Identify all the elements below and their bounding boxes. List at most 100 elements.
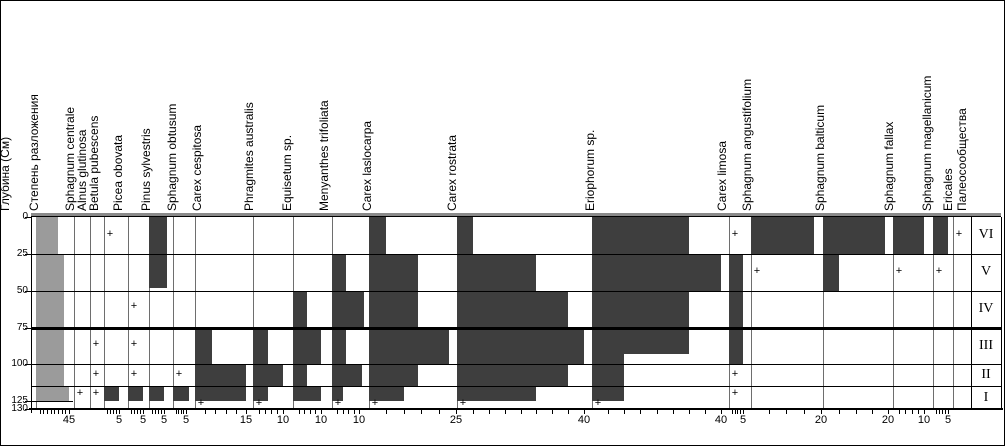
scale-tick-decomposition <box>47 410 48 414</box>
bar-menyanthes-trifoliata <box>332 327 346 365</box>
plus-mark-alnus-glutinosa: + <box>92 367 100 380</box>
bar-carex-lasiocarpa <box>369 327 449 365</box>
plot-right-line <box>1001 217 1002 408</box>
gridline-115cm <box>31 386 1001 388</box>
scale-tick-carex-limosa <box>737 410 739 414</box>
scale-tick-equisetum-sp <box>298 410 300 414</box>
bar-carex-lasiocarpa <box>369 253 418 328</box>
bar-menyanthes-trifoliata <box>332 386 343 402</box>
gridline-25cm <box>31 253 1001 255</box>
plus-mark-alnus-glutinosa: + <box>92 338 100 351</box>
depth-tick-25 <box>25 253 31 255</box>
scale-tick-phragmites-australis <box>283 410 284 414</box>
bar-phragmites-australis <box>253 364 283 387</box>
depth-tick-label-100: 100 <box>11 358 28 370</box>
scale-tick-eriophorum-sp <box>688 410 690 414</box>
scale-max-number-carex-lasiocarpa: 25 <box>449 414 463 426</box>
bar-equisetum-sp <box>293 364 307 387</box>
bar-pinus-sylvestris <box>149 217 167 288</box>
panel-axis-line-sphagnum-balticum <box>823 217 824 408</box>
plus-mark-menyanthes-trifoliata: + <box>334 397 342 410</box>
panel-axis-line-ericales <box>953 217 954 408</box>
bar-sphagnum-magellanicum <box>933 217 948 254</box>
scale-tick-sphagnum-obtusum <box>175 410 177 414</box>
depth-tick-label-130: 130 <box>11 402 28 414</box>
plus-mark-sphagnum-centrale: + <box>76 386 84 399</box>
scale-tick-carex-rostrata <box>504 410 506 414</box>
scale-tick-carex-lasiocarpa <box>403 410 405 414</box>
scale-tick-sphagnum-magellanicum <box>945 410 946 414</box>
scale-tick-eriophorum-sp <box>624 410 626 414</box>
bar-carex-rostrata <box>457 253 537 291</box>
scale-tick-phragmites-australis <box>259 410 260 414</box>
scale-tick-sphagnum-obtusum <box>186 410 187 414</box>
bar-sphagnum-fallax <box>893 217 924 254</box>
scale-tick-carex-limosa <box>740 410 742 414</box>
plus-mark-carex-limosa: + <box>731 227 739 240</box>
scale-tick-pinus-sylvestris <box>161 410 162 414</box>
bar-phragmites-australis <box>253 327 268 365</box>
column-label-betula-pubescens: Betula pubescens <box>87 115 101 211</box>
scale-tick-betula-pubescens <box>110 410 111 414</box>
bar-carex-lasiocarpa <box>369 386 404 402</box>
scale-tick-eriophorum-sp <box>721 410 722 414</box>
scale-tick-picea-obovata <box>143 410 144 414</box>
bar-sphagnum-balticum <box>823 217 885 254</box>
scale-tick-carex-rostrata <box>488 410 490 414</box>
scale-tick-sphagnum-angustifolium <box>768 410 770 414</box>
bar-equisetum-sp <box>293 327 321 365</box>
scale-tick-sphagnum-fallax <box>911 410 913 414</box>
scale-tick-sphagnum-fallax <box>905 410 907 414</box>
scale-tick-decomposition <box>65 410 67 414</box>
gridline-50cm <box>31 290 1001 292</box>
plus-mark-carex-lasiocarpa: + <box>371 397 379 410</box>
scale-tick-carex-lasiocarpa <box>438 410 440 414</box>
scale-tick-eriophorum-sp <box>608 410 610 414</box>
bar-carex-rostrata <box>457 386 537 402</box>
scale-tick-decomposition <box>58 410 59 414</box>
bar-equisetum-sp <box>293 290 307 328</box>
bar-carex-cespitosa <box>195 327 212 365</box>
scale-tick-carex-lasiocarpa <box>386 410 388 414</box>
scale-tick-carex-cespitosa <box>215 410 217 414</box>
depth-axis-title: Глубина (См) <box>0 136 12 211</box>
depth-tick-75 <box>25 327 31 329</box>
scale-tick-decomposition <box>50 410 52 414</box>
scale-tick-decomposition <box>61 410 63 414</box>
scale-max-number-sphagnum-angustifolium: 20 <box>814 414 828 426</box>
scale-tick-pinus-sylvestris <box>164 410 165 414</box>
gridline-125cm-partial <box>31 401 73 403</box>
scale-tick-betula-pubescens <box>107 410 108 414</box>
scale-tick-sphagnum-obtusum <box>180 410 182 414</box>
plus-mark-carex-rostrata: + <box>459 397 467 410</box>
scale-tick-menyanthes-trifoliata <box>359 410 360 414</box>
depth-tick-label-50: 50 <box>16 284 28 296</box>
plus-mark-sphagnum-angustifolium: + <box>753 264 761 277</box>
scale-tick-phragmites-australis <box>265 410 266 414</box>
plot-top-line <box>31 216 1001 217</box>
scale-max-number-eriophorum-sp: 40 <box>714 414 728 426</box>
zone-label-V: V <box>980 264 992 280</box>
scale-tick-decomposition <box>54 410 56 414</box>
scale-tick-eriophorum-sp <box>704 410 706 414</box>
bar-eriophorum-sp <box>592 217 689 254</box>
scale-max-number-carex-limosa: 5 <box>739 414 747 426</box>
plus-mark-sphagnum-fallax: + <box>895 264 903 277</box>
scale-tick-carex-rostrata <box>568 410 570 414</box>
bar-sphagnum-balticum <box>823 253 840 291</box>
depth-tick-label-125: 125 <box>11 395 28 407</box>
bar-picea-obovata <box>128 386 143 402</box>
scale-tick-carex-rostrata <box>472 410 474 414</box>
scale-tick-sphagnum-angustifolium <box>821 410 822 414</box>
scale-tick-equisetum-sp <box>304 410 306 414</box>
scale-tick-eriophorum-sp <box>672 410 674 414</box>
scale-tick-sphagnum-obtusum <box>178 410 180 414</box>
scale-tick-carex-rostrata <box>536 410 538 414</box>
scale-max-number-decomposition: 45 <box>62 414 76 426</box>
column-label-carex-limosa: Carex limosa <box>715 140 729 211</box>
panel-axis-line-pinus-sylvestris <box>149 217 150 408</box>
bar-decomposition <box>36 217 58 254</box>
scale-tick-picea-obovata <box>140 410 141 414</box>
panel-axis-line-betula-pubescens <box>104 217 105 408</box>
scale-tick-sphagnum-balticum <box>839 410 841 414</box>
